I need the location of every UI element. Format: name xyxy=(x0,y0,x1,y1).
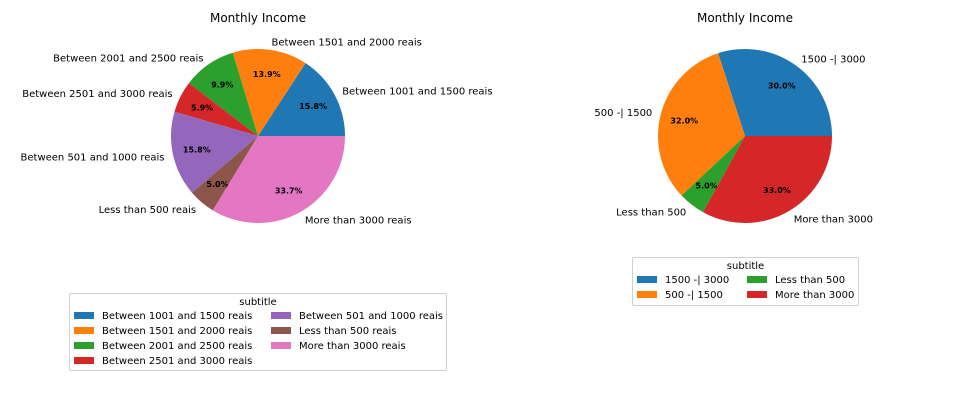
slice-percent-label: 5.0% xyxy=(206,180,228,189)
legend-label: 500 -| 1500 xyxy=(665,290,723,301)
slice-percent-label: 13.9% xyxy=(253,70,281,79)
legend-label: More than 3000 reais xyxy=(299,341,406,352)
chart-title: Monthly Income xyxy=(697,11,793,25)
slice-category-label: 1500 -| 3000 xyxy=(801,55,865,66)
legend-item: 1500 -| 3000 xyxy=(637,274,729,288)
legend-swatch xyxy=(74,326,94,334)
slice-percent-label: 15.8% xyxy=(183,145,211,154)
slice-category-label: Between 501 and 1000 reais xyxy=(21,152,165,163)
legend-title: subtitle xyxy=(239,297,277,308)
legend-label: Less than 500 xyxy=(775,275,846,286)
legend-chart-2: subtitle 1500 -| 3000 500 -| 1500 Less tha… xyxy=(632,257,859,306)
pie-slice xyxy=(232,49,306,136)
legend-swatch xyxy=(74,341,94,349)
pie-slice xyxy=(657,53,745,196)
legend-label: Between 2001 and 2500 reais xyxy=(102,341,253,352)
legend-swatch xyxy=(271,326,291,334)
legend-label: 1500 -| 3000 xyxy=(665,275,730,286)
legend-item: Between 1501 and 2000 reais xyxy=(74,325,252,339)
slice-percent-label: 32.0% xyxy=(670,116,698,125)
legend-label: Between 1001 and 1500 reais xyxy=(102,311,253,322)
pie-slice xyxy=(703,136,832,223)
pie-slice xyxy=(174,83,258,136)
slice-percent-label: 5.0% xyxy=(696,182,718,191)
slice-category-label: 500 -| 1500 xyxy=(594,108,652,119)
pie-slice xyxy=(212,136,345,223)
legend-swatch xyxy=(271,341,291,349)
slice-category-label: Between 2001 and 2500 reais xyxy=(53,53,203,64)
legend-item: More than 3000 xyxy=(747,289,854,303)
legend-swatch xyxy=(74,356,94,364)
legend-swatch xyxy=(747,290,767,298)
slice-category-label: Between 2501 and 3000 reais xyxy=(22,89,172,100)
slice-category-label: Between 1001 and 1500 reais xyxy=(342,86,492,97)
chart-title: Monthly Income xyxy=(210,11,306,25)
slice-percent-label: 5.9% xyxy=(191,104,213,113)
pie-slice xyxy=(258,63,345,136)
legend-label: Between 501 and 1000 reais xyxy=(299,311,443,322)
pie-slice xyxy=(188,52,258,136)
slice-category-label: Less than 500 reais xyxy=(99,205,196,216)
legend-item: More than 3000 reais xyxy=(271,340,406,354)
legend-swatch xyxy=(637,275,657,283)
legend-swatch xyxy=(271,311,291,319)
slice-percent-label: 15.8% xyxy=(299,102,327,111)
legend-swatch xyxy=(74,311,94,319)
legend-swatch xyxy=(637,290,657,298)
legend-item: Between 501 and 1000 reais xyxy=(271,310,443,324)
legend-label: Between 2501 and 3000 reais xyxy=(102,356,253,367)
slice-percent-label: 9.9% xyxy=(211,81,233,90)
legend-item: 500 -| 1500 xyxy=(637,289,723,303)
pie-slice xyxy=(170,111,258,193)
legend-swatch xyxy=(747,275,767,283)
slice-percent-label: 30.0% xyxy=(768,81,796,90)
legend-item: Less than 500 reais xyxy=(271,325,396,339)
slice-category-label: Between 1501 and 2000 reais xyxy=(272,37,422,48)
legend-label: More than 3000 xyxy=(775,290,855,301)
legend-title: subtitle xyxy=(726,261,765,272)
legend-item: Between 1001 and 1500 reais xyxy=(74,310,252,324)
legend-item: Less than 500 xyxy=(747,274,845,288)
legend-item: Between 2501 and 3000 reais xyxy=(74,355,252,369)
pie-slice xyxy=(681,136,745,213)
legend-label: Less than 500 reais xyxy=(299,326,397,337)
slice-percent-label: 33.0% xyxy=(763,186,791,195)
legend-chart-1: subtitle Between 1001 and 1500 reais Betw… xyxy=(69,293,447,371)
slice-category-label: More than 3000 reais xyxy=(305,215,412,226)
legend-item: Between 2001 and 2500 reais xyxy=(74,340,252,354)
slice-category-label: More than 3000 xyxy=(794,214,873,225)
slice-percent-label: 33.7% xyxy=(275,187,303,196)
legend-label: Between 1501 and 2000 reais xyxy=(102,326,253,337)
slice-category-label: Less than 500 xyxy=(616,208,686,219)
pie-slice xyxy=(718,49,832,136)
pie-slice xyxy=(192,136,258,211)
